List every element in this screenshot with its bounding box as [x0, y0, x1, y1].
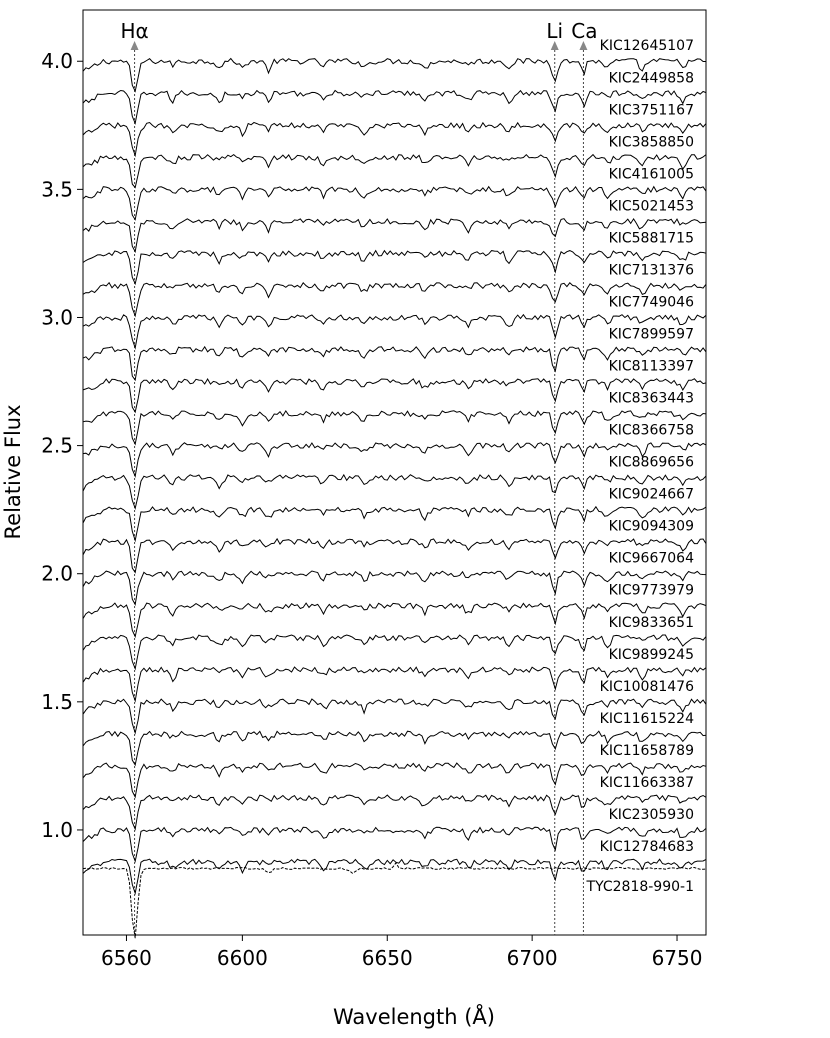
x-tick-label: 6750 — [652, 946, 703, 970]
spectrum-line — [82, 602, 707, 639]
line-marker-label: Ca — [571, 19, 597, 43]
star-label: KIC2449858 — [609, 70, 694, 86]
star-label: KIC9773979 — [609, 583, 694, 599]
spectrum-line — [82, 762, 707, 799]
spectrum-line — [82, 442, 707, 478]
star-label: KIC9667064 — [609, 551, 695, 567]
star-labels: KIC12645107 KIC2449858 KIC3751167 KIC385885… — [586, 38, 695, 895]
x-axis-ticks: 6560 6600 6650 6700 6750 — [101, 935, 702, 970]
star-label: KIC5881715 — [609, 230, 694, 246]
line-marker-arrow — [579, 41, 588, 50]
spectrum-line — [82, 861, 707, 939]
y-axis-ticks: 1.0 1.5 2.0 2.5 3.0 3.5 4.0 — [41, 49, 83, 842]
star-label: KIC8363443 — [609, 391, 694, 407]
y-axis-title: Relative Flux — [1, 404, 25, 539]
spectrum-line — [82, 794, 707, 831]
x-tick-label: 6700 — [507, 946, 558, 970]
star-label: KIC9024667 — [609, 487, 694, 503]
star-label: KIC8366758 — [609, 423, 694, 439]
spectrum-line — [82, 89, 707, 126]
star-label: KIC8869656 — [609, 455, 695, 471]
spectrum-line — [82, 281, 707, 318]
line-marker-arrow — [130, 41, 139, 50]
star-label: KIC9094309 — [609, 519, 694, 535]
star-label: KIC2305930 — [609, 807, 694, 823]
spectrum-line — [82, 858, 707, 896]
spectrum-line — [82, 217, 707, 254]
plot-frame — [82, 9, 707, 936]
spectrum-line — [82, 249, 707, 286]
line-marker-label: Li — [546, 19, 563, 43]
spectrum-line — [82, 121, 707, 158]
star-label: KIC7131376 — [609, 262, 695, 278]
spectrum-line — [82, 313, 707, 350]
star-label: KIC11658789 — [600, 743, 694, 759]
spectrum-line — [82, 185, 707, 221]
star-label: KIC11615224 — [600, 711, 694, 727]
spectrum-line — [82, 634, 707, 671]
line-marker-label: Hα — [120, 19, 148, 43]
star-label: KIC9833651 — [609, 615, 694, 631]
star-label: KIC12784683 — [600, 839, 694, 855]
star-label: TYC2818-990-1 — [586, 879, 694, 895]
x-tick-label: 6600 — [217, 946, 268, 970]
y-tick-label: 4.0 — [41, 49, 73, 73]
star-label: KIC7899597 — [609, 327, 694, 343]
spectrum-line — [82, 57, 706, 93]
star-label: KIC7749046 — [609, 294, 695, 310]
y-tick-label: 1.0 — [41, 818, 73, 842]
star-label: KIC11663387 — [600, 775, 694, 791]
line-marker-arrow — [550, 41, 559, 50]
x-tick-label: 6560 — [101, 946, 152, 970]
star-label: KIC5021453 — [609, 198, 694, 214]
spectrum-line — [82, 570, 707, 607]
star-label: KIC8113397 — [609, 359, 694, 375]
spectrum-line — [82, 473, 707, 511]
spectrum-line — [82, 345, 707, 382]
y-tick-label: 1.5 — [41, 690, 73, 714]
spectral-line-markers: Hα Li Ca — [120, 19, 598, 935]
spectrum-line — [82, 666, 707, 703]
spectra-series — [82, 57, 707, 939]
spectrum-line — [82, 153, 707, 189]
star-label: KIC3751167 — [609, 102, 694, 118]
y-tick-label: 3.5 — [41, 177, 73, 201]
star-label: KIC4161005 — [609, 166, 694, 182]
y-tick-label: 3.0 — [41, 305, 73, 329]
spectrum-line — [82, 730, 707, 767]
spectrum-line — [82, 409, 707, 446]
y-tick-label: 2.5 — [41, 434, 73, 458]
star-label: KIC3858850 — [609, 134, 694, 150]
spectrum-line — [82, 505, 707, 543]
star-label: KIC10081476 — [600, 679, 694, 695]
x-axis-title: Wavelength (Å) — [333, 1003, 495, 1029]
spectrum-line — [82, 698, 707, 735]
y-tick-label: 2.0 — [41, 562, 73, 586]
spectrum-line — [82, 537, 707, 574]
star-label: KIC12645107 — [600, 38, 694, 54]
spectrum-line — [82, 826, 707, 863]
star-label: KIC9899245 — [609, 647, 694, 663]
spectrum-line — [82, 377, 707, 414]
x-tick-label: 6650 — [362, 946, 413, 970]
